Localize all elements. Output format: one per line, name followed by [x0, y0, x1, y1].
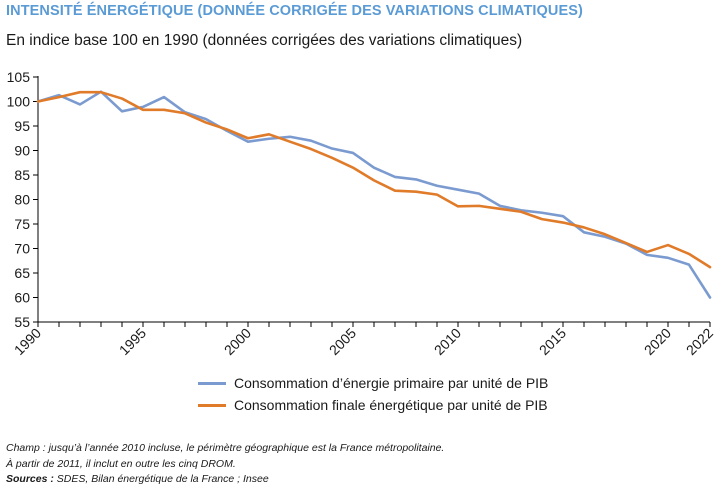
y-tick-label: 55	[14, 314, 30, 330]
sources-text: SDES, Bilan énergétique de la France ; I…	[53, 473, 269, 485]
chart-series-layer	[36, 90, 712, 299]
chart-legend: Consommation d’énergie primaire par unit…	[198, 372, 548, 416]
sources-label: Sources :	[6, 473, 54, 485]
y-tick-label: 65	[14, 265, 30, 281]
y-tick-label: 70	[14, 241, 30, 257]
legend-label-finale: Consommation finale énergétique par unit…	[234, 397, 548, 413]
x-tick-label: 1995	[116, 325, 149, 358]
note-champ-2: À partir de 2011, il inclut en outre les…	[6, 457, 236, 470]
chart-notes: Champ : jusqu’à l’année 2010 incluse, le…	[6, 441, 444, 488]
chart-title: INTENSITÉ ÉNERGÉTIQUE (DONNÉE CORRIGÉE D…	[6, 3, 583, 19]
note-sources: Sources : SDES, Bilan énergétique de la …	[6, 472, 444, 488]
y-tick-label: 75	[14, 216, 30, 232]
x-tick-label: 2022	[683, 325, 716, 358]
series-line-finale	[36, 90, 712, 269]
y-tick-label: 60	[14, 290, 30, 306]
x-tick-label: 2010	[431, 325, 464, 358]
legend-swatch-finale	[198, 403, 226, 407]
x-tick-label: 2000	[221, 325, 254, 358]
y-tick-label: 80	[14, 192, 30, 208]
y-tick-label: 85	[14, 167, 30, 183]
legend-item-finale: Consommation finale énergétique par unit…	[198, 394, 548, 416]
x-tick-label: 2015	[536, 325, 569, 358]
y-tick-label: 90	[14, 143, 30, 159]
x-tick-label: 2020	[641, 325, 674, 358]
y-tick-label: 105	[7, 69, 31, 85]
legend-label-primaire: Consommation d’énergie primaire par unit…	[234, 375, 549, 391]
note-champ-1: Champ : jusqu’à l’année 2010 incluse, le…	[6, 442, 445, 454]
y-tick-label: 100	[7, 94, 31, 110]
chart-subtitle: En indice base 100 en 1990 (données corr…	[6, 32, 523, 49]
legend-item-primaire: Consommation d’énergie primaire par unit…	[198, 372, 548, 394]
y-tick-label: 95	[14, 118, 30, 134]
series-line-primaire	[36, 90, 712, 299]
x-tick-label: 2005	[326, 325, 359, 358]
legend-swatch-primaire	[198, 381, 226, 385]
